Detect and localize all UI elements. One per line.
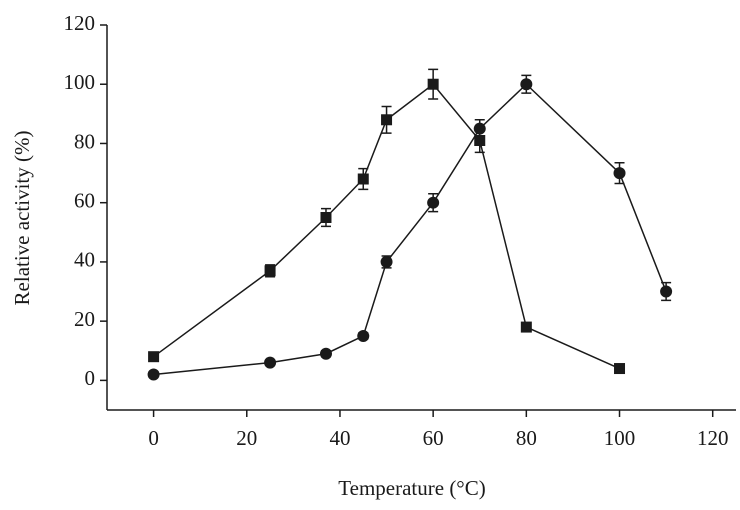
marker [474, 135, 486, 146]
y-tick-label: 0 [85, 366, 96, 390]
x-tick-label: 80 [516, 426, 537, 450]
y-tick-label: 60 [74, 189, 95, 213]
marker [319, 347, 332, 360]
marker [357, 329, 370, 342]
marker [614, 363, 626, 375]
x-tick-label: 20 [236, 426, 257, 450]
y-tick-label: 80 [74, 129, 95, 153]
y-tick-label: 120 [64, 11, 96, 35]
x-tick-label: 60 [423, 426, 444, 450]
y-tick-label: 20 [74, 307, 95, 331]
marker [427, 196, 440, 209]
marker [320, 212, 332, 223]
x-tick-label: 0 [148, 426, 159, 450]
marker [264, 356, 277, 369]
marker [264, 265, 276, 277]
marker [147, 368, 160, 381]
marker [660, 285, 673, 298]
x-tick-label: 40 [329, 426, 350, 450]
marker [148, 351, 160, 363]
marker [473, 122, 486, 135]
y-tick-label: 40 [74, 248, 95, 272]
marker [380, 255, 393, 268]
x-axis-label: Temperature (°C) [338, 476, 485, 500]
marker [613, 167, 626, 180]
marker [520, 321, 532, 333]
y-axis-label: Relative activity (%) [10, 131, 34, 306]
x-tick-label: 100 [604, 426, 636, 450]
marker [520, 78, 533, 91]
marker [381, 114, 393, 126]
marker [357, 173, 369, 185]
y-tick-label: 100 [64, 70, 96, 94]
x-tick-label: 120 [697, 426, 729, 450]
marker [427, 78, 439, 90]
series-line [153, 83, 667, 376]
